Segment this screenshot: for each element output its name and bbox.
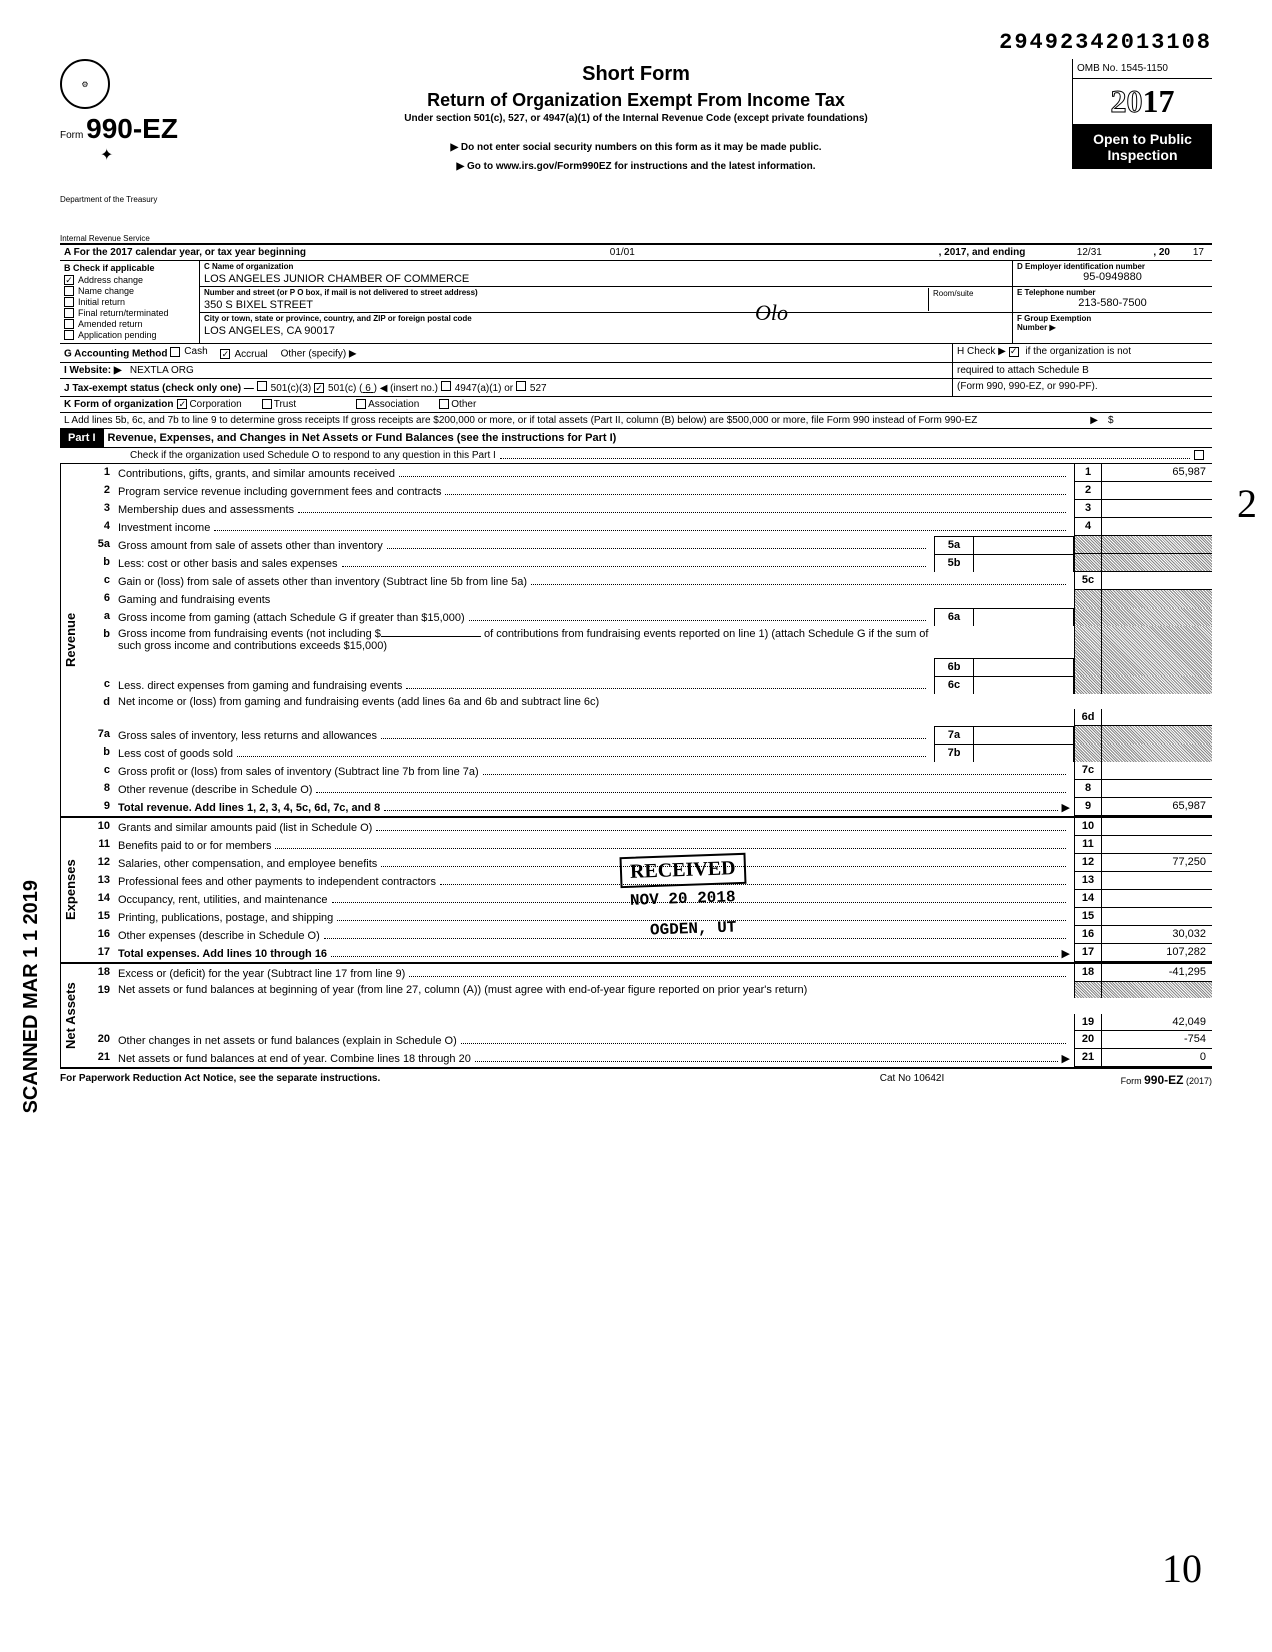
- line-12-val: 77,250: [1102, 854, 1212, 872]
- row-j: J Tax-exempt status (check only one) — 5…: [60, 379, 1212, 397]
- handwritten-2: 2: [1237, 480, 1257, 527]
- revenue-label: Revenue: [60, 464, 80, 816]
- cb-sched-b[interactable]: ✓: [1009, 347, 1019, 357]
- cb-other[interactable]: [439, 399, 449, 409]
- street-label: Number and street (or P O box, if mail i…: [204, 288, 928, 297]
- received-stamp: RECEIVED: [619, 853, 746, 888]
- cb-assoc[interactable]: [356, 399, 366, 409]
- cb-schedule-o[interactable]: [1194, 450, 1204, 460]
- line-8-val: [1102, 780, 1212, 798]
- cb-cash[interactable]: [170, 347, 180, 357]
- city-label: City or town, state or province, country…: [204, 314, 1008, 323]
- line-5c-val: [1102, 572, 1212, 590]
- line-19-val: 42,049: [1102, 1014, 1212, 1031]
- line-14-val: [1102, 890, 1212, 908]
- tax-year: 2017: [1073, 79, 1212, 125]
- check-schedule-o: Check if the organization used Schedule …: [60, 448, 1212, 464]
- line-4-val: [1102, 518, 1212, 536]
- phone: 213-580-7500: [1017, 297, 1208, 309]
- cb-amended[interactable]: [64, 319, 74, 329]
- cb-address-change[interactable]: ✓: [64, 275, 74, 285]
- received-ogden-stamp: OGDEN, UT: [650, 918, 737, 939]
- line-18-val: -41,295: [1102, 964, 1212, 982]
- cb-accrual[interactable]: ✓: [220, 349, 230, 359]
- line-10-val: [1102, 818, 1212, 836]
- ein: 95-0949880: [1017, 271, 1208, 283]
- netassets-section: Net Assets 18Excess or (deficit) for the…: [60, 964, 1212, 1069]
- org-name-label: C Name of organization: [204, 262, 1008, 271]
- cb-trust[interactable]: [262, 399, 272, 409]
- line-11-val: [1102, 836, 1212, 854]
- row-g-h: G Accounting Method Cash ✓Accrual Other …: [60, 344, 1212, 363]
- street: 350 S BIXEL STREET: [204, 299, 928, 311]
- phone-label: E Telephone number: [1017, 288, 1208, 297]
- received-date-stamp: NOV 20 2018: [630, 888, 736, 910]
- line-2-val: [1102, 482, 1212, 500]
- cb-initial-return[interactable]: [64, 297, 74, 307]
- cb-final-return[interactable]: [64, 308, 74, 318]
- room-suite: Room/suite: [928, 288, 1008, 311]
- line-16-val: 30,032: [1102, 926, 1212, 944]
- row-k: K Form of organization ✓Corporation Trus…: [60, 397, 1212, 413]
- open-to-public: Open to Public Inspection: [1073, 125, 1212, 169]
- line-17-val: 107,282: [1102, 944, 1212, 962]
- line-7c-val: [1102, 762, 1212, 780]
- info-block: B Check if applicable ✓Address change Na…: [60, 261, 1212, 344]
- row-l: L Add lines 5b, 6c, and 7b to line 9 to …: [60, 413, 1212, 429]
- expenses-section: Expenses 10Grants and similar amounts pa…: [60, 818, 1212, 964]
- expenses-label: Expenses: [60, 818, 80, 962]
- line-1-val: 65,987: [1102, 464, 1212, 482]
- irs-logo: ⚙: [60, 59, 110, 109]
- line-a: A For the 2017 calendar year, or tax yea…: [60, 245, 1212, 261]
- line-15-val: [1102, 908, 1212, 926]
- line-13-val: [1102, 872, 1212, 890]
- revenue-section: Revenue 1Contributions, gifts, grants, a…: [60, 464, 1212, 818]
- line-21-val: 0: [1102, 1049, 1212, 1067]
- dept-irs: Internal Revenue Service: [60, 234, 150, 243]
- under-section: Under section 501(c), 527, or 4947(a)(1)…: [210, 113, 1062, 124]
- website: NEXTLA ORG: [130, 365, 194, 376]
- ssn-notice: ▶ Do not enter social security numbers o…: [210, 142, 1062, 153]
- cb-name-change[interactable]: [64, 286, 74, 296]
- cb-527[interactable]: [516, 381, 526, 391]
- cb-4947[interactable]: [441, 381, 451, 391]
- part1-header: Part I Revenue, Expenses, and Changes in…: [60, 429, 1212, 448]
- return-title: Return of Organization Exempt From Incom…: [210, 90, 1062, 111]
- handwritten-10: 10: [1162, 1545, 1202, 1592]
- cb-pending[interactable]: [64, 330, 74, 340]
- page-number: 29492342013108: [60, 30, 1212, 55]
- line-3-val: [1102, 500, 1212, 518]
- line-20-val: -754: [1102, 1031, 1212, 1049]
- omb-number: OMB No. 1545-1150: [1073, 59, 1212, 79]
- col-b-checkboxes: B Check if applicable ✓Address change Na…: [60, 261, 200, 343]
- cb-501c3[interactable]: [257, 381, 267, 391]
- short-form-title: Short Form: [210, 63, 1062, 86]
- row-i: I Website: ▶ NEXTLA ORG required to atta…: [60, 363, 1212, 379]
- city: LOS ANGELES, CA 90017: [204, 325, 1008, 337]
- ein-label: D Employer identification number: [1017, 262, 1208, 271]
- form-number: Form 990-EZ: [60, 113, 178, 145]
- group-label: F Group ExemptionNumber ▶: [1017, 314, 1208, 332]
- cb-501c[interactable]: ✓: [314, 383, 324, 393]
- org-name: LOS ANGELES JUNIOR CHAMBER OF COMMERCE: [204, 273, 1008, 285]
- footer: For Paperwork Reduction Act Notice, see …: [60, 1069, 1212, 1087]
- cb-corp[interactable]: ✓: [177, 399, 187, 409]
- goto-url: ▶ Go to www.irs.gov/Form990EZ for instru…: [210, 161, 1062, 172]
- netassets-label: Net Assets: [60, 964, 80, 1067]
- scanned-stamp: SCANNED MAR 1 1 2019: [20, 880, 43, 1113]
- form-header: ⚙ Form 990-EZ ✦ Department of the Treasu…: [60, 59, 1212, 245]
- line-9-val: 65,987: [1102, 798, 1212, 816]
- dept-treasury: Department of the Treasury: [60, 195, 157, 204]
- handwritten-initials: Olo: [755, 300, 788, 326]
